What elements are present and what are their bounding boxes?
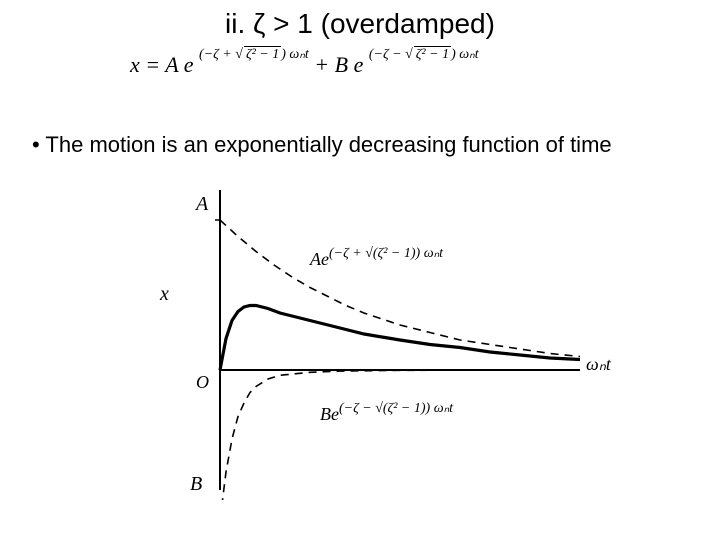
svg-text:A: A	[194, 193, 209, 215]
eq-exp1-rad: ζ² − 1	[244, 46, 281, 63]
eq-exp1: (−ζ + √ζ² − 1) ωₙt	[199, 46, 309, 63]
eq-exp2: (−ζ − √ζ² − 1) ωₙt	[369, 46, 479, 63]
svg-text:x: x	[159, 283, 169, 305]
overdamped-equation: x = A e (−ζ + √ζ² − 1) ωₙt + B e (−ζ − √…	[130, 52, 590, 78]
eq-exp1-post: ) ωₙt	[281, 47, 309, 62]
svg-text:Ae(−ζ + √(ζ² − 1)) ωₙt: Ae(−ζ + √(ζ² − 1)) ωₙt	[309, 246, 444, 269]
eq-lhs: x = A e	[130, 52, 194, 78]
svg-text:B: B	[190, 473, 202, 495]
eq-exp2-post: ) ωₙt	[451, 47, 479, 62]
svg-text:ωₙt: ωₙt	[586, 354, 612, 374]
eq-mid: + B e	[314, 52, 363, 78]
bullet-text: • The motion is an exponentially decreas…	[32, 132, 612, 158]
overdamped-figure: Ax O Bωₙt Ae(−ζ + √(ζ² − 1)) ωₙt Be(−ζ − √(ζ…	[100, 170, 620, 500]
svg-text:Be(−ζ − √(ζ² − 1)) ωₙt: Be(−ζ − √(ζ² − 1)) ωₙt	[320, 401, 454, 424]
eq-exp1-pre: (−ζ +	[199, 47, 235, 62]
eq-exp2-rad: ζ² − 1	[414, 46, 451, 63]
svg-text:O: O	[196, 372, 209, 392]
slide-title: ii. ζ > 1 (overdamped)	[0, 8, 720, 40]
eq-exp2-pre: (−ζ −	[369, 47, 405, 62]
figure-svg: Ax O Bωₙt Ae(−ζ + √(ζ² − 1)) ωₙt Be(−ζ − √(ζ…	[100, 170, 620, 500]
